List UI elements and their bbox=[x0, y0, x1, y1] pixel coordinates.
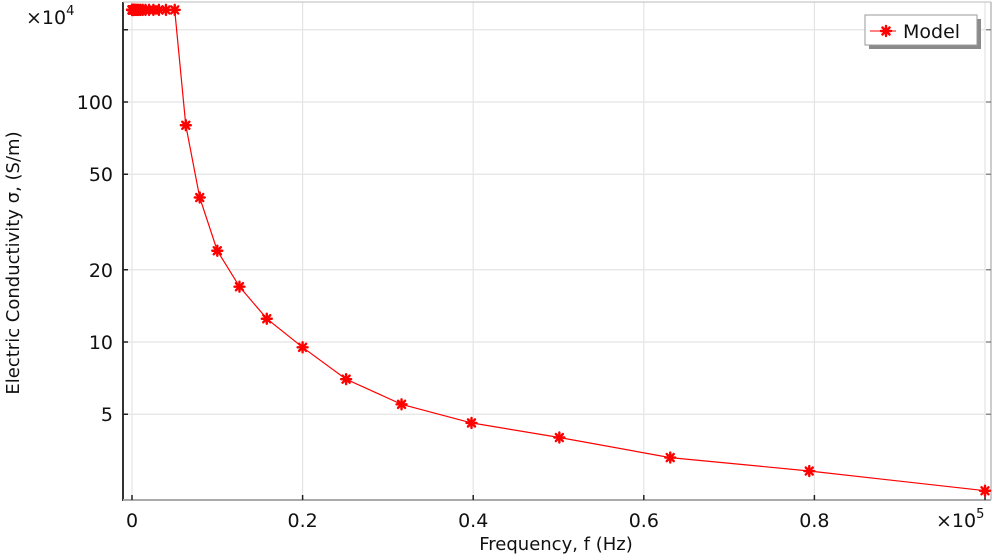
y-tick-label: 10 bbox=[89, 332, 113, 354]
y-tick-label: 50 bbox=[89, 164, 113, 186]
grid-lines bbox=[123, 2, 991, 500]
plot-area bbox=[123, 2, 991, 500]
x-axis-ticks: 0 0.2 0.4 0.6 0.8 bbox=[126, 495, 986, 532]
y-axis-title: Electric Conductivity σ, (S/m) bbox=[3, 131, 24, 394]
y-axis-multiplier: ×104 bbox=[26, 4, 74, 29]
x-tick-label: 0.4 bbox=[458, 510, 488, 532]
x-axis-title: Frequency, f (Hz) bbox=[479, 534, 633, 555]
y-tick-label: 20 bbox=[89, 260, 113, 282]
x-tick-label: 0 bbox=[126, 510, 138, 532]
series-model bbox=[125, 3, 992, 497]
x-axis-multiplier: ×105 bbox=[936, 507, 984, 532]
y-tick-label: 100 bbox=[77, 92, 113, 114]
x-tick-label: 0.2 bbox=[287, 510, 317, 532]
x-tick-label: 0.8 bbox=[799, 510, 829, 532]
asterisk-marker-icon bbox=[879, 24, 893, 38]
legend-label-model: Model bbox=[903, 21, 960, 43]
y-axis-ticks: 5 10 20 50 100 bbox=[77, 29, 991, 426]
legend: Model bbox=[864, 14, 981, 49]
plot-frame bbox=[122, 1, 992, 501]
y-tick-label: 5 bbox=[101, 404, 113, 426]
x-tick-label: 0.6 bbox=[629, 510, 659, 532]
